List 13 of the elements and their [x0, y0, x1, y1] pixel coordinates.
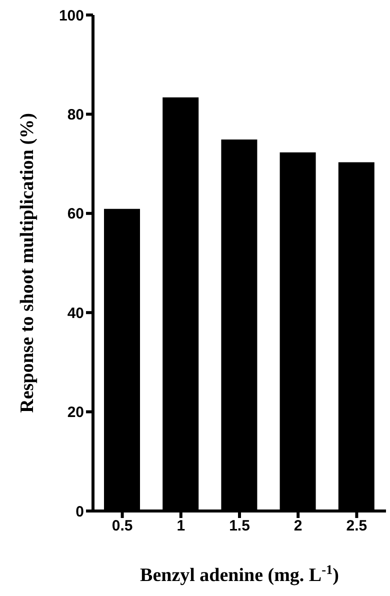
y-tick-label: 40 — [67, 304, 84, 322]
y-tick-label: 100 — [58, 7, 84, 24]
x-tick-label: 2.5 — [346, 518, 368, 535]
x-tick-label: 0.5 — [112, 518, 133, 535]
y-axis-title: Response to shoot multiplication (%) — [17, 113, 38, 413]
x-tick-label: 1.5 — [229, 518, 250, 535]
x-tick-label: 2 — [294, 518, 302, 535]
y-tick-label: 60 — [67, 206, 84, 223]
x-tick-label: 1 — [176, 518, 186, 535]
y-tick-label: 0 — [76, 503, 84, 520]
y-tick-label: 20 — [67, 404, 84, 422]
y-tick-label: 80 — [67, 106, 84, 124]
x-axis-title: Benzyl adenine (mg. L$^{-1}$) — [140, 562, 339, 586]
